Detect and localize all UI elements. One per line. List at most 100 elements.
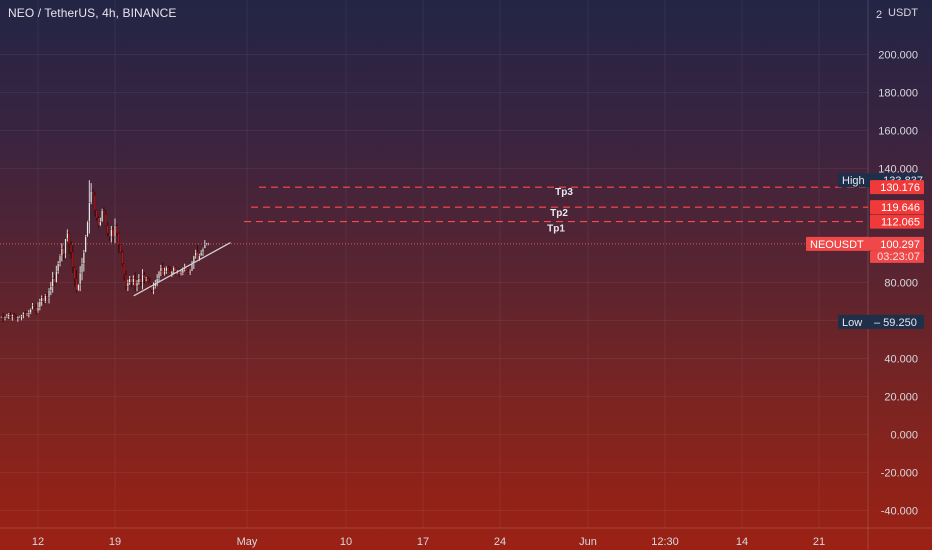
candle-body <box>16 316 19 319</box>
countdown-tag-bg <box>870 250 924 263</box>
candle-body <box>165 267 168 272</box>
candle-body <box>145 278 148 280</box>
candle-body <box>192 255 195 264</box>
candle-body <box>202 248 204 253</box>
target-value-tag-tp2-bg <box>870 200 924 215</box>
candle-body <box>55 270 58 283</box>
candle-body <box>95 210 98 219</box>
candle-body <box>104 213 107 226</box>
candle-body <box>137 278 140 283</box>
candle-body <box>174 267 177 272</box>
candle-body <box>13 314 16 317</box>
candle-body <box>82 251 85 264</box>
candle-body <box>70 244 72 253</box>
candle-body <box>119 244 122 253</box>
support-trendline <box>133 242 231 297</box>
candle-body <box>200 251 203 257</box>
candle-body <box>194 251 197 257</box>
candle-body <box>5 316 8 318</box>
high-label-tag-bg <box>838 173 870 188</box>
candlestick-series <box>0 180 210 323</box>
candle-body <box>2 316 5 319</box>
high-label-tag-text: High <box>842 175 865 187</box>
candle-body <box>143 274 146 279</box>
x-tick-label: 12 <box>32 536 44 548</box>
candle-body <box>46 295 49 298</box>
y-tick-label: 40.000 <box>884 354 918 366</box>
candle-body <box>81 263 83 274</box>
y-tick-label: 80.000 <box>884 278 918 290</box>
candle-body <box>31 305 34 310</box>
candle-body <box>114 225 116 238</box>
candle-body <box>64 238 67 255</box>
symbol-tag-bg <box>806 236 870 251</box>
target-value-tag-tp2: 119.646 <box>870 200 924 215</box>
symbol-tag: NEOUSDT <box>806 236 870 251</box>
candle-body <box>172 267 175 272</box>
candle-body <box>110 229 113 238</box>
candle-body <box>196 251 199 260</box>
target-label-tp1: Tp1 <box>547 224 565 235</box>
low-label-tag: Low <box>838 314 870 329</box>
candle-body <box>51 278 54 287</box>
candle-body <box>152 286 155 291</box>
x-tick-label: 14 <box>736 536 748 548</box>
candle-body <box>130 278 133 283</box>
low-value-tag: – 59.250 <box>870 314 924 329</box>
candle-body <box>97 217 100 226</box>
candle-body <box>53 278 56 283</box>
candle-body <box>141 274 144 283</box>
candle-body <box>29 308 32 314</box>
time-axis: 12 19 May 10 17 24 Jun 12:30 14 21 <box>0 527 932 548</box>
low-label-tag-bg <box>838 314 870 329</box>
candle-body <box>60 248 63 257</box>
x-tick-label: 10 <box>340 536 352 548</box>
candle-body <box>128 278 131 283</box>
candle-body <box>9 314 12 317</box>
x-tick-label: 21 <box>813 536 825 548</box>
candle-body <box>11 314 14 317</box>
candle-body <box>125 274 127 287</box>
candle-body <box>126 282 129 287</box>
candle-body <box>73 267 76 279</box>
candle-body <box>59 255 61 264</box>
countdown-tag-text: 03:23:07 <box>877 251 920 263</box>
target-value-tag-tp3: 130.176 <box>870 180 924 195</box>
candle-body <box>161 267 164 276</box>
x-tick-label: 19 <box>109 536 121 548</box>
candle-body <box>57 263 60 272</box>
candle-body <box>49 286 52 291</box>
candle-body <box>44 295 47 302</box>
x-tick-label: Jun <box>579 536 597 548</box>
trendline <box>133 242 231 297</box>
low-label-tag-text: Low <box>842 317 862 329</box>
candle-body <box>62 248 65 255</box>
candle-body <box>42 297 45 302</box>
candle-body <box>37 307 39 312</box>
candle-body <box>48 289 50 298</box>
candle-body <box>93 194 96 211</box>
candle-body <box>147 278 149 283</box>
candle-body <box>71 251 74 268</box>
last-price-tag-text: 100.297 <box>880 239 920 251</box>
countdown-tag: 03:23:07 <box>870 250 924 263</box>
price-axis: 200.000180.000160.000140.00080.00060.000… <box>867 0 918 550</box>
candle-body <box>106 225 109 234</box>
candle-body <box>24 312 27 315</box>
candle-body <box>101 210 104 222</box>
candle-body <box>79 272 82 285</box>
target-label-tp2: Tp2 <box>550 208 568 219</box>
x-tick-label: 12:30 <box>651 536 679 548</box>
candle-body <box>169 270 171 276</box>
y-tick-label: 180.000 <box>878 88 918 100</box>
symbol-tag-text: NEOUSDT <box>810 239 864 251</box>
candle-body <box>38 301 41 308</box>
y-tick-label: 160.000 <box>878 126 918 138</box>
candle-body <box>134 278 137 287</box>
candle-body <box>187 270 190 274</box>
candle-body <box>0 316 3 318</box>
candle-body <box>148 282 151 287</box>
low-value-tag-text: – 59.250 <box>874 317 917 329</box>
candle-body <box>121 251 124 264</box>
